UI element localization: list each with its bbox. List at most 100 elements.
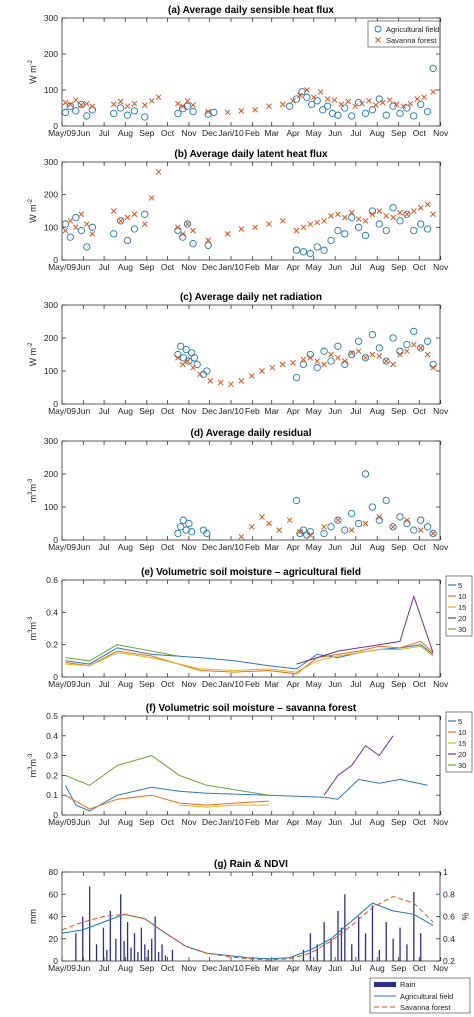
x-tick-label: Jan/10 <box>218 679 244 689</box>
x-tick-label: May <box>306 128 323 138</box>
y-axis-label: mm <box>28 909 38 924</box>
rain-bar <box>106 949 108 961</box>
agricultural-field-point <box>361 354 370 362</box>
rain-bar <box>330 938 332 961</box>
y-tick-label: 300 <box>44 436 58 446</box>
legend-label-5: 5 <box>458 581 462 590</box>
agricultural-field-point <box>210 108 218 116</box>
x-tick-label: Mar <box>264 542 279 552</box>
savanna-forest-point <box>430 364 436 371</box>
rain-bar <box>75 933 77 961</box>
x-tick-label: Oct <box>413 679 427 689</box>
agricultural-field-point <box>83 243 91 251</box>
agricultural-field-point <box>313 97 321 105</box>
x-tick-label: Nov <box>433 817 449 827</box>
x-tick-label: Jan/10 <box>218 542 244 552</box>
axes-frame <box>61 17 441 127</box>
savanna-forest-point <box>407 100 414 107</box>
legend: Agricultural field Savanna forest <box>367 20 441 48</box>
agricultural-field-point <box>396 513 404 521</box>
x-tick-label: Nov <box>433 542 449 552</box>
rain-bar <box>302 949 305 961</box>
x-tick-label: Feb <box>245 817 260 827</box>
x-tick-label: Jun <box>328 542 342 552</box>
agricultural-field-point <box>77 100 85 109</box>
savanna-forest-point <box>224 109 231 116</box>
y-label-sup: 3 <box>28 766 34 770</box>
depth-10-line <box>65 640 434 675</box>
y-label-tail: m <box>28 759 38 767</box>
agricultural-field-point <box>183 102 192 110</box>
y-label-base: W m <box>28 204 38 223</box>
axes-frame <box>61 161 441 261</box>
x-tick-label: Jun <box>328 406 342 416</box>
x-tick-label: Nov <box>181 128 197 138</box>
plot-marks <box>64 735 428 812</box>
agricultural-field-point <box>417 220 425 228</box>
rain-bar <box>344 894 346 961</box>
x-tick-label: Oct <box>161 262 175 272</box>
x-tick-label: Oct <box>161 817 175 827</box>
y-tick-label: 200 <box>44 469 58 479</box>
legend-label-5: 5 <box>458 717 462 726</box>
savanna-forest-point <box>390 214 396 221</box>
y-right-tick-label: 0.6 <box>443 912 455 922</box>
rain-bar <box>406 944 408 961</box>
savanna-forest-point <box>424 351 431 358</box>
agricultural-field-point <box>375 95 383 103</box>
rain-bar <box>95 944 98 961</box>
agricultural-field-point <box>292 246 301 254</box>
agricultural-field-point <box>396 109 404 118</box>
x-tick-label: Aug <box>370 542 385 552</box>
x-tick-label: May <box>306 406 323 416</box>
agricultural-field-point <box>423 523 432 531</box>
x-tick-label: Jun <box>328 817 342 827</box>
agricultural-field-point <box>382 357 390 365</box>
savanna-forest-point <box>184 358 191 364</box>
rain-bar <box>337 910 339 961</box>
savanna-forest-point <box>379 99 386 106</box>
x-tick-label: Nov <box>181 542 197 552</box>
savanna-forest-point <box>410 341 417 348</box>
chart-panel-d: (d) Average daily residual 0 100 200 300 May/… <box>28 428 449 552</box>
savanna-forest-point <box>279 101 286 108</box>
legend-label-10: 10 <box>458 592 466 601</box>
y-axis-label-text: mm <box>28 909 38 924</box>
savanna-forest-point <box>67 217 74 224</box>
y-tick-label: 300 <box>44 13 58 23</box>
x-tick-label: Jul <box>99 679 110 689</box>
agricultural-field-point <box>334 342 342 350</box>
savanna-forest-point <box>355 348 362 355</box>
agricultural-field-point <box>174 109 182 118</box>
savanna-forest-point <box>179 103 186 110</box>
agricultural-field-point <box>185 357 193 365</box>
x-tick-label: Oct <box>161 406 175 416</box>
chart-title: (g) Rain & NDVI <box>214 859 288 870</box>
legend-rain-swatch <box>374 982 396 987</box>
rain-bar <box>323 922 325 961</box>
savanna-forest-point <box>335 211 341 218</box>
x-tick-label: Oct <box>413 406 427 416</box>
savanna-forest-point <box>131 100 138 107</box>
agricultural-field-point <box>389 334 397 342</box>
x-tick-label: May/09 <box>48 542 76 552</box>
savanna-forest-point <box>297 528 303 535</box>
chart-panel-c: (c) Average daily net radiation 0 100 200 30… <box>28 292 449 416</box>
y-axis-label-text: W m-2 <box>28 59 38 83</box>
savanna-forest-point <box>430 211 436 218</box>
x-tick-label: Aug <box>370 817 385 827</box>
savanna-forest-point <box>417 345 424 351</box>
agricultural-field-point <box>403 104 411 112</box>
depth-5-line <box>65 644 434 670</box>
savanna-forest-point <box>266 221 272 227</box>
agricultural-field-point <box>130 225 139 233</box>
savanna-forest-point <box>131 211 138 218</box>
agricultural-field-point <box>313 243 321 251</box>
savanna-forest-point <box>307 532 314 538</box>
x-tick-label: Jan/10 <box>218 406 244 416</box>
chart-title: (d) Average daily residual <box>191 428 312 439</box>
rain-bar <box>154 916 156 961</box>
savanna-forest-point <box>205 237 212 244</box>
x-tick-label: Aug <box>118 406 133 416</box>
agricultural-field-point <box>116 217 125 225</box>
